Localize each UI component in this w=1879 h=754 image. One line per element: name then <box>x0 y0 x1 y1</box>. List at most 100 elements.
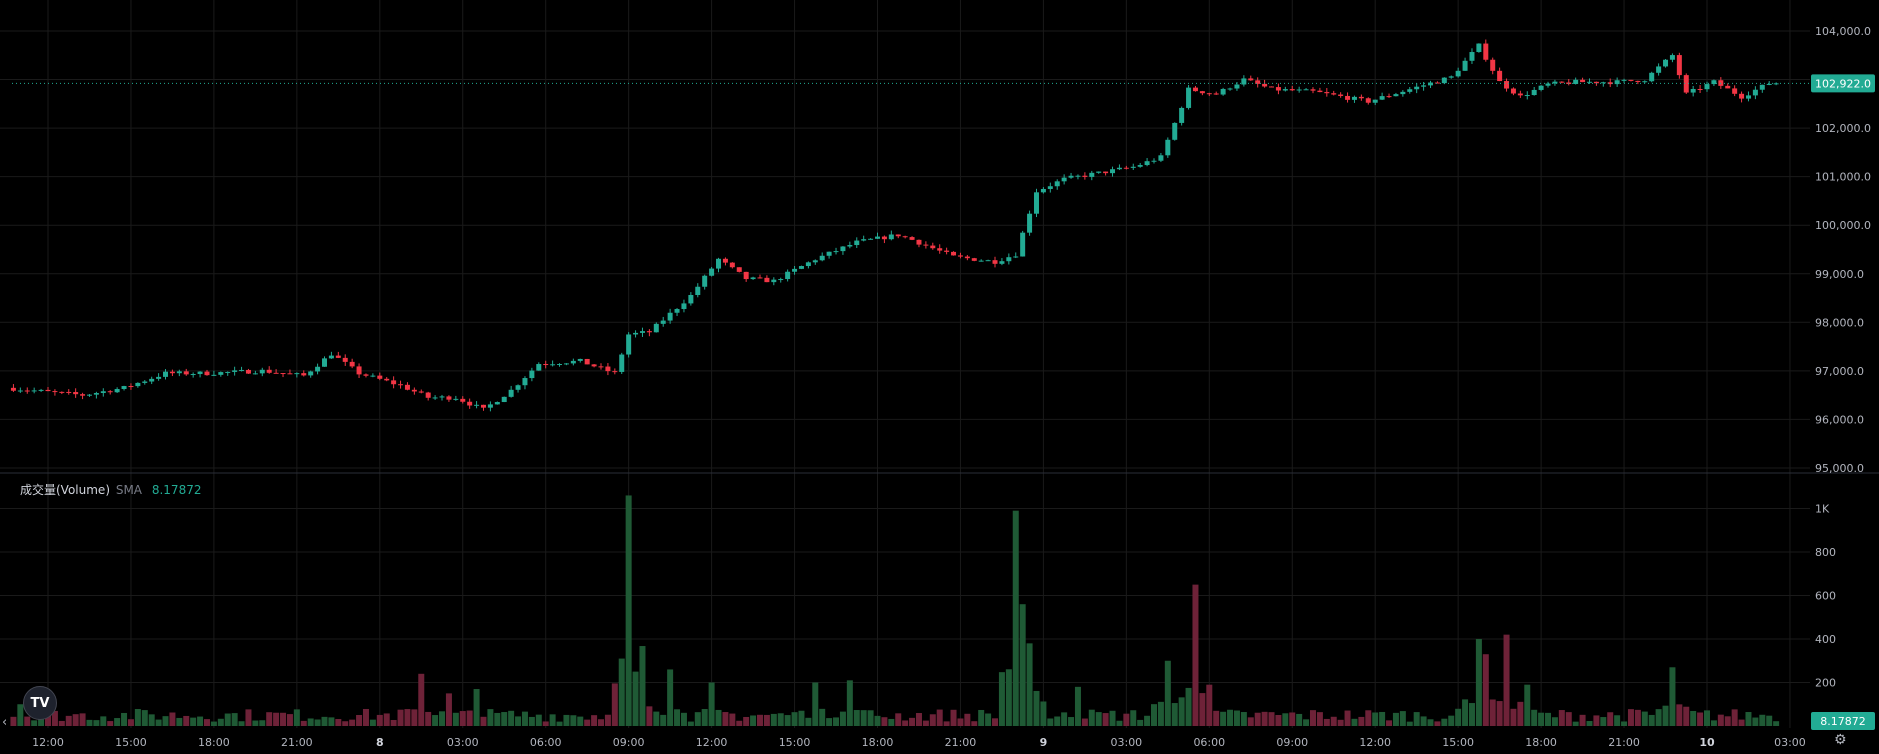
volume-bar[interactable] <box>1296 713 1303 726</box>
candle-body[interactable] <box>605 366 611 372</box>
candle-body[interactable] <box>1642 81 1648 83</box>
volume-bar[interactable] <box>756 714 763 726</box>
candle-body[interactable] <box>1324 92 1330 94</box>
candle-body[interactable] <box>1317 90 1323 93</box>
volume-bar[interactable] <box>376 714 383 726</box>
candle-body[interactable] <box>100 391 106 394</box>
volume-bar[interactable] <box>197 716 204 726</box>
volume-bar[interactable] <box>1261 711 1268 726</box>
volume-bar[interactable] <box>770 713 777 726</box>
volume-bar[interactable] <box>1233 710 1240 726</box>
candle-body[interactable] <box>411 389 417 392</box>
scroll-left-icon[interactable]: ‹ <box>2 715 8 730</box>
volume-bar[interactable] <box>867 710 874 726</box>
candle-body[interactable] <box>1683 75 1689 93</box>
volume-bar[interactable] <box>1531 709 1538 726</box>
volume-bar[interactable] <box>162 716 169 726</box>
volume-bar[interactable] <box>1731 709 1738 726</box>
volume-bar[interactable] <box>611 683 618 726</box>
candle-body[interactable] <box>1732 88 1738 94</box>
candle-body[interactable] <box>1407 89 1413 92</box>
volume-bar[interactable] <box>1192 584 1199 726</box>
volume-bar[interactable] <box>1309 710 1316 726</box>
volume-bar[interactable] <box>1503 634 1510 726</box>
volume-bar[interactable] <box>591 715 598 726</box>
volume-bar[interactable] <box>473 689 480 726</box>
candle-body[interactable] <box>1573 79 1579 84</box>
candle-body[interactable] <box>653 323 659 333</box>
volume-bar[interactable] <box>708 682 715 727</box>
volume-bar[interactable] <box>1185 687 1192 726</box>
candle-body[interactable] <box>1752 89 1758 96</box>
volume-bar[interactable] <box>660 714 667 726</box>
volume-bar[interactable] <box>107 721 114 726</box>
volume-bar[interactable] <box>936 709 943 726</box>
volume-bar[interactable] <box>674 709 681 726</box>
volume-bar[interactable] <box>1386 720 1393 726</box>
candle-body[interactable] <box>1593 81 1599 84</box>
candle-body[interactable] <box>335 355 341 358</box>
candle-body[interactable] <box>716 258 722 269</box>
volume-bar[interactable] <box>17 704 24 726</box>
candle-body[interactable] <box>266 369 272 373</box>
volume-bar[interactable] <box>1144 715 1151 726</box>
candle-body[interactable] <box>923 244 929 246</box>
candle-body[interactable] <box>819 255 825 261</box>
volume-bar[interactable] <box>1634 709 1641 726</box>
candle-body[interactable] <box>17 390 23 392</box>
volume-bar[interactable] <box>888 718 895 726</box>
volume-bar[interactable] <box>314 719 321 726</box>
volume-bar[interactable] <box>950 709 957 726</box>
volume-bar[interactable] <box>1572 721 1579 726</box>
volume-bar[interactable] <box>1372 712 1379 726</box>
candle-body[interactable] <box>1275 87 1281 91</box>
volume-bar[interactable] <box>1420 716 1427 726</box>
candle-body[interactable] <box>114 389 120 393</box>
candle-body[interactable] <box>135 382 141 387</box>
candle-body[interactable] <box>916 239 922 245</box>
volume-bar[interactable] <box>1496 701 1503 726</box>
candle-body[interactable] <box>1580 79 1586 83</box>
volume-bar[interactable] <box>1102 713 1109 726</box>
volume-bar[interactable] <box>501 712 508 726</box>
candle-body[interactable] <box>1234 84 1240 89</box>
candle-body[interactable] <box>847 245 853 247</box>
volume-axis[interactable]: 1K 800 600 400 200 <box>1815 503 1836 690</box>
candle-body[interactable] <box>1013 256 1019 258</box>
volume-bar[interactable] <box>1164 660 1171 726</box>
candle-body[interactable] <box>1345 95 1351 100</box>
candle-body[interactable] <box>1068 175 1074 178</box>
candle-body[interactable] <box>460 398 466 402</box>
candle-body[interactable] <box>999 261 1005 264</box>
candle-body[interactable] <box>1061 177 1067 182</box>
volume-bar[interactable] <box>224 713 231 726</box>
candle-body[interactable] <box>1116 167 1122 170</box>
candle-body[interactable] <box>404 384 410 390</box>
volume-bar[interactable] <box>1289 712 1296 726</box>
volume-bar[interactable] <box>1704 710 1710 726</box>
volume-bar[interactable] <box>1710 720 1717 726</box>
candle-body[interactable] <box>895 234 901 237</box>
candle-body[interactable] <box>52 391 58 393</box>
candle-body[interactable] <box>315 366 321 372</box>
volume-bar[interactable] <box>998 672 1005 726</box>
candle-body[interactable] <box>1303 89 1309 91</box>
volume-bar[interactable] <box>335 719 342 726</box>
volume-bar[interactable] <box>238 721 245 726</box>
volume-bar[interactable] <box>743 716 750 726</box>
candle-body[interactable] <box>1358 96 1364 99</box>
volume-bar[interactable] <box>425 711 432 726</box>
volume-bar[interactable] <box>625 495 632 726</box>
candle-body[interactable] <box>204 371 210 376</box>
candle-body[interactable] <box>494 402 500 405</box>
volume-bar[interactable] <box>1766 715 1773 726</box>
candle-body[interactable] <box>24 390 30 392</box>
volume-bar[interactable] <box>819 708 826 726</box>
volume-bar[interactable] <box>127 719 134 726</box>
candle-body[interactable] <box>709 268 715 276</box>
volume-bar[interactable] <box>784 715 791 726</box>
volume-bar[interactable] <box>1468 703 1475 726</box>
candle-body[interactable] <box>964 256 970 259</box>
candle-body[interactable] <box>557 364 563 366</box>
candle-body[interactable] <box>1220 88 1226 95</box>
